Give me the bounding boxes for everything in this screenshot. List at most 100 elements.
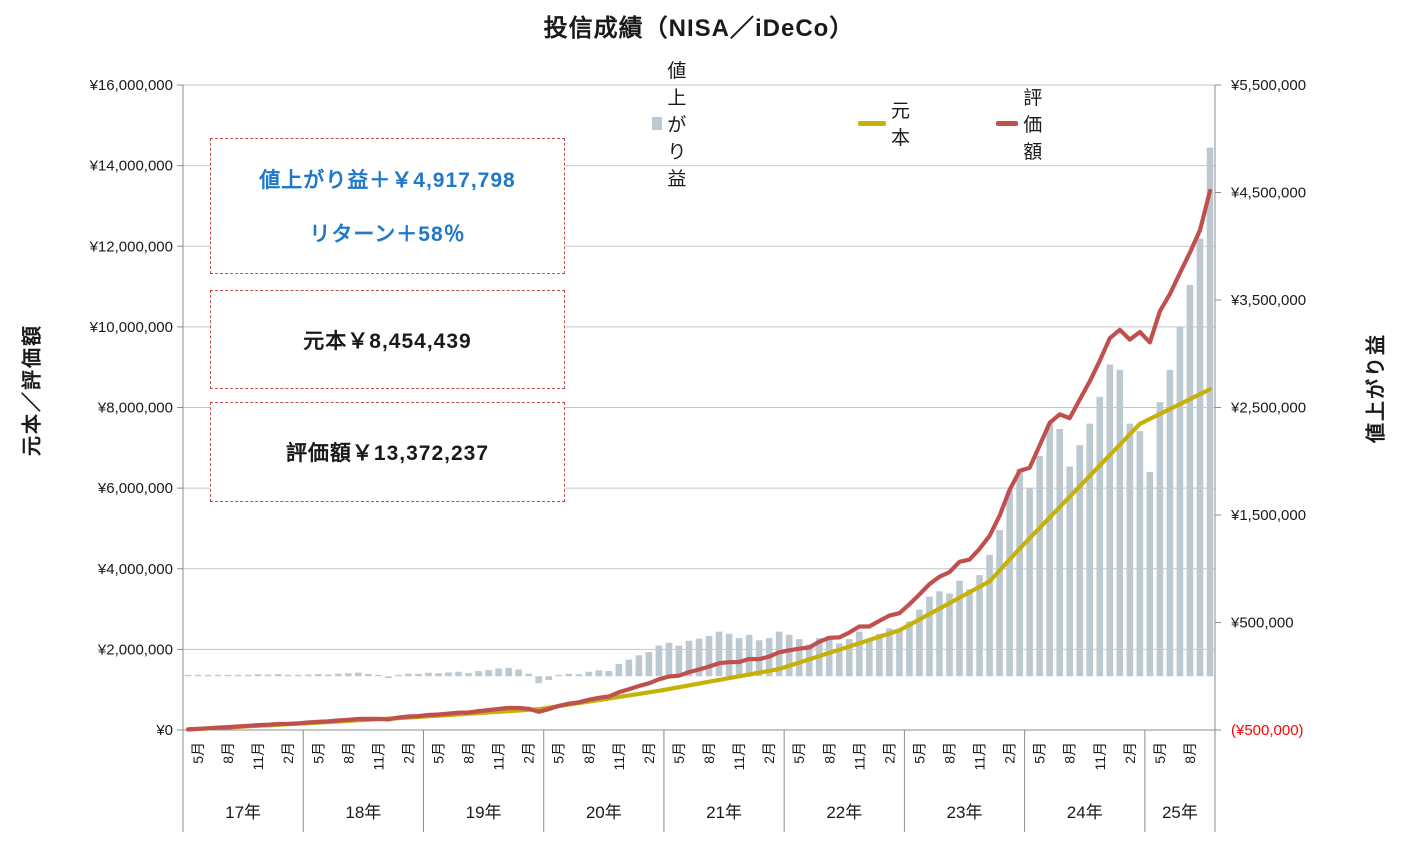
month-tick-label: 8月 xyxy=(340,742,356,764)
year-label: 25年 xyxy=(1162,803,1198,822)
gain-bar xyxy=(365,673,372,677)
gain-bar xyxy=(395,674,402,677)
year-label: 19年 xyxy=(466,803,502,822)
legend-item-valuation: 評価額 xyxy=(996,88,1060,163)
month-tick-label: 8月 xyxy=(701,742,717,764)
gain-bar xyxy=(385,676,392,679)
gain-bar xyxy=(555,674,563,677)
month-tick-label: 5月 xyxy=(911,742,927,764)
gain-bar xyxy=(324,674,332,677)
gain-bar xyxy=(595,670,603,677)
month-tick-label: 8月 xyxy=(941,742,957,764)
gain-bar xyxy=(1156,402,1164,677)
month-tick-label: 5月 xyxy=(791,742,807,764)
month-tick-label: 5月 xyxy=(1032,742,1048,764)
annotation-gain-return: リターン＋58％ xyxy=(309,223,466,246)
month-tick-label: 11月 xyxy=(491,742,507,771)
gain-bar xyxy=(435,673,442,677)
right-axis-label: ¥2,500,000 xyxy=(1230,400,1306,417)
gain-bar xyxy=(1106,364,1114,677)
gain-bar xyxy=(345,673,352,677)
year-label: 20年 xyxy=(586,803,622,822)
gain-bar xyxy=(745,634,753,677)
legend-item-principal: 元本 xyxy=(858,101,922,149)
month-tick-label: 11月 xyxy=(731,742,747,771)
gain-bar xyxy=(495,668,502,677)
gain-bar xyxy=(294,674,302,677)
month-tick-label: 2月 xyxy=(280,742,296,764)
year-label: 23年 xyxy=(947,803,983,822)
year-label: 17年 xyxy=(225,803,261,822)
month-tick-label: 5月 xyxy=(551,742,567,764)
left-axis-label: ¥16,000,000 xyxy=(89,77,173,94)
year-label: 18年 xyxy=(345,803,381,822)
left-axis-title: 元本／評価額 xyxy=(21,324,44,456)
gain-bar xyxy=(1056,429,1063,677)
gain-bar xyxy=(835,643,843,677)
gain-bar xyxy=(795,639,803,677)
gain-bar xyxy=(735,638,743,677)
month-tick-label: 8月 xyxy=(220,742,236,764)
legend-item-gain: 値上がり益 xyxy=(652,61,706,190)
gain-bar xyxy=(725,633,733,677)
gain-bar xyxy=(224,674,232,677)
chart-title: 投信成績（NISA／iDeCo） xyxy=(543,15,855,42)
left-axis-label: ¥14,000,000 xyxy=(89,158,173,175)
gain-bar xyxy=(946,593,953,677)
gain-bar xyxy=(605,671,613,677)
principal-line-swatch-icon xyxy=(858,120,887,126)
year-label: 24年 xyxy=(1067,803,1103,822)
left-axis-label: ¥8,000,000 xyxy=(97,400,173,417)
left-axis-label: ¥12,000,000 xyxy=(89,238,173,255)
gain-bar xyxy=(575,674,583,677)
gain-bar xyxy=(565,673,573,677)
gain-bar xyxy=(485,670,492,677)
gain-bar xyxy=(405,673,412,677)
gain-bar xyxy=(906,621,913,677)
month-tick-label: 11月 xyxy=(1092,742,1108,771)
month-tick-label: 2月 xyxy=(881,742,897,764)
gain-bar xyxy=(936,591,943,677)
gain-bar-swatch-icon xyxy=(652,116,663,130)
gain-bar xyxy=(475,671,482,677)
gain-bar xyxy=(1066,466,1074,677)
gain-bar xyxy=(956,580,963,677)
left-axis-label: ¥6,000,000 xyxy=(97,480,173,497)
gain-bar xyxy=(986,554,993,677)
month-tick-label: 2月 xyxy=(1002,742,1018,764)
gain-bar xyxy=(284,674,292,677)
gain-bar xyxy=(625,659,633,677)
gain-bar xyxy=(785,634,793,677)
gain-bar xyxy=(1036,455,1043,677)
month-tick-label: 2月 xyxy=(641,742,657,764)
gain-bar xyxy=(1086,423,1094,677)
year-label: 22年 xyxy=(826,803,862,822)
gain-bar xyxy=(545,676,553,681)
gain-bar xyxy=(695,638,703,677)
gain-bar xyxy=(214,674,222,677)
gain-bar xyxy=(585,671,593,677)
month-tick-label: 5月 xyxy=(671,742,687,764)
gain-bar xyxy=(645,652,653,677)
gain-bar xyxy=(1186,284,1194,677)
gain-bar xyxy=(876,633,883,677)
year-label: 21年 xyxy=(706,803,742,822)
gain-bar xyxy=(1196,238,1204,677)
month-tick-label: 11月 xyxy=(851,742,867,771)
month-tick-label: 2月 xyxy=(1122,742,1138,764)
left-axis-label: ¥4,000,000 xyxy=(97,561,173,578)
right-axis-label: ¥4,500,000 xyxy=(1230,185,1306,202)
gain-bar xyxy=(1116,369,1124,677)
gain-bar xyxy=(515,669,522,677)
month-tick-label: 8月 xyxy=(1182,742,1198,764)
annotation-gain-box: 値上がり益＋￥4,917,798 リターン＋58％ xyxy=(210,138,565,274)
gain-bar xyxy=(194,674,202,677)
gain-bar xyxy=(665,642,673,677)
gain-bar xyxy=(916,609,923,677)
gain-bar xyxy=(635,655,643,677)
month-tick-label: 8月 xyxy=(581,742,597,764)
gain-bar xyxy=(314,674,322,677)
gain-bar xyxy=(204,674,212,677)
gain-bar xyxy=(455,671,462,677)
